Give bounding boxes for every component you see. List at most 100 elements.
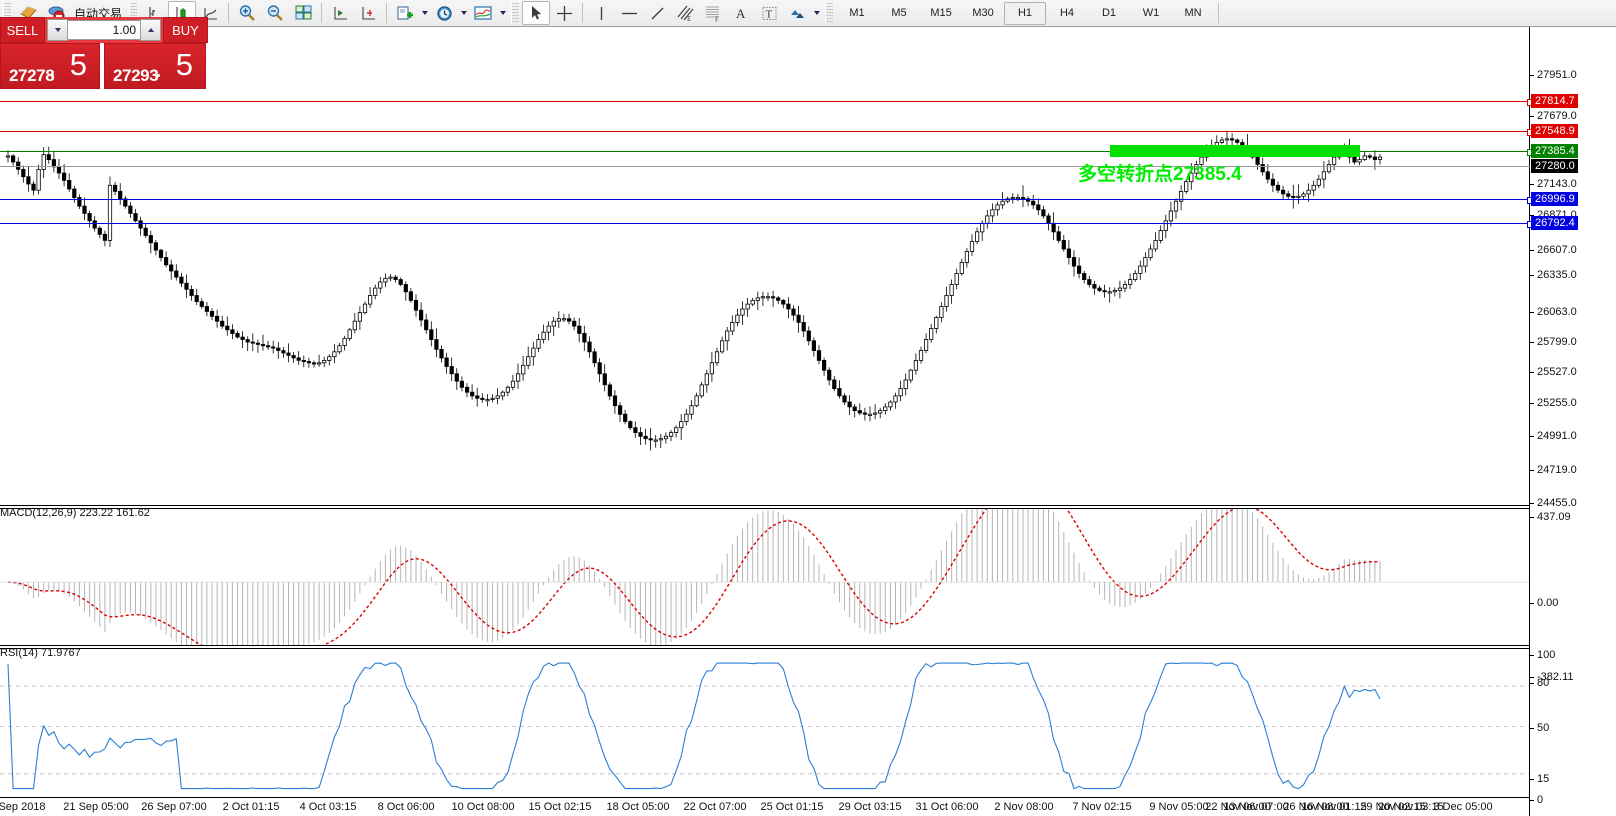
text-box-icon[interactable]: T (755, 1, 783, 25)
rsi-plot (0, 662, 1530, 790)
time-axis[interactable]: Sep 2018 21 Sep 05:00 26 Sep 07:00 2 Oct 01… (0, 797, 1530, 816)
expert-advisor-icon[interactable] (14, 1, 42, 25)
indicator-list-icon[interactable] (469, 1, 497, 25)
vertical-line-icon[interactable] (587, 1, 615, 25)
tile-windows-icon[interactable] (289, 1, 317, 25)
buy-price-fraction: 5 (175, 47, 193, 82)
last-price-line[interactable] (0, 166, 1530, 167)
trade-panel-top-row: SELL 1.00 BUY (0, 17, 208, 43)
price-scale[interactable]: 27951.0 27679.0 27143.0 26871.0 26607.0 26335… (1529, 27, 1616, 816)
one-click-trading-panel[interactable]: SELL 1.00 BUY 27278 . 5 27293 . 5 (0, 17, 208, 89)
new-order-dropdown-icon[interactable] (419, 2, 430, 24)
volume-control[interactable]: 1.00 (45, 17, 163, 43)
timeframe-h1[interactable]: H1 (1004, 1, 1047, 25)
macd-scale-tick: -382.11 (1530, 671, 1574, 683)
pivot-annotation-text[interactable]: 多空转折点27385.4 (1078, 164, 1242, 185)
shapes-dropdown-icon[interactable] (811, 2, 822, 24)
macd-scale-tick: 437.09 (1530, 511, 1571, 523)
zoom-in-icon[interactable] (233, 1, 261, 25)
toolbar-separator-2 (321, 3, 323, 23)
sell-button[interactable]: SELL (0, 17, 45, 43)
time-axis-label: 22 Oct 07:00 (683, 801, 747, 813)
sell-price-dot: . (49, 60, 55, 82)
rsi-title: RSI(14) 71.9767 (0, 647, 81, 659)
time-axis-label: 2 Oct 01:15 (222, 801, 280, 813)
main-toolbar: 自动交易 (0, 0, 1616, 27)
resistance-line[interactable] (0, 129, 1534, 136)
price-tick: 27143.0 (1530, 178, 1577, 190)
cursor-icon[interactable] (522, 1, 551, 25)
price-tick: 26063.0 (1530, 306, 1577, 318)
time-axis-label: 21 Sep 05:00 (63, 801, 129, 813)
support-line[interactable] (0, 197, 1534, 204)
toolbar-separator-3 (386, 3, 388, 23)
time-axis-label: 4 Oct 03:15 (299, 801, 357, 813)
timeframe-mn[interactable]: MN (1184, 7, 1202, 19)
shift-to-start-icon[interactable] (326, 1, 354, 25)
buy-price-dot: . (155, 60, 161, 82)
price-level-label[interactable]: 26792.4 (1531, 216, 1578, 230)
trendline-icon[interactable] (643, 1, 671, 25)
fibonacci-icon[interactable]: F (699, 1, 727, 25)
sell-price-integer: 27278 (9, 66, 55, 85)
time-axis-label: Sep 2018 (0, 801, 46, 813)
rsi-scale-tick: 80 (1530, 677, 1549, 689)
time-axis-label: 29 Nov 02:15 (1360, 801, 1426, 813)
new-order-icon[interactable] (391, 1, 419, 25)
volume-input[interactable]: 1.00 (68, 20, 140, 40)
shift-end-icon[interactable] (354, 1, 382, 25)
pane-separator-2b (0, 648, 1616, 649)
indicator-dropdown-icon[interactable] (497, 2, 508, 24)
price-pane[interactable]: 多空转折点27385.4 (0, 27, 1534, 505)
crosshair-icon[interactable] (550, 1, 578, 25)
macd-scale-tick: 0.00 (1530, 597, 1558, 609)
horizontal-line-icon[interactable] (615, 1, 643, 25)
timeframe-m1[interactable]: M1 (849, 7, 865, 19)
period-dropdown-icon[interactable] (458, 2, 469, 24)
toolbar-separator-4 (582, 3, 584, 23)
volume-decrease-button[interactable] (47, 19, 68, 41)
price-tick: 26335.0 (1530, 269, 1577, 281)
rsi-pane[interactable]: RSI(14) 71.9767 (0, 647, 1530, 798)
price-level-label[interactable]: 27814.7 (1531, 94, 1578, 108)
time-axis-label: 31 Oct 06:00 (915, 801, 979, 813)
equidistant-channel-icon[interactable]: E (671, 1, 699, 25)
svg-text:T: T (765, 8, 772, 20)
time-axis-label: 22 Nov 06:00 (1205, 801, 1271, 813)
period-clock-icon[interactable] (430, 1, 458, 25)
toolbar-grip-2[interactable] (129, 3, 138, 23)
price-level-label[interactable]: 27548.9 (1531, 124, 1578, 138)
buy-price-integer: 27293 (113, 66, 159, 85)
timeframe-d1[interactable]: D1 (1101, 7, 1117, 19)
macd-pane[interactable]: MACD(12,26,9) 223.22 161.62 (0, 507, 1530, 645)
buy-button[interactable]: BUY (163, 17, 208, 43)
volume-increase-button[interactable] (140, 19, 161, 41)
toolbar-grip-3[interactable] (511, 3, 520, 23)
resistance-line[interactable] (0, 99, 1534, 106)
timeframe-m5[interactable]: M5 (891, 7, 907, 19)
price-level-label[interactable]: 27280.0 (1531, 159, 1578, 173)
rsi-scale-tick: 100 (1530, 649, 1555, 661)
toolbar-grip[interactable] (3, 3, 11, 23)
sell-price-button[interactable]: 27278 . 5 (0, 43, 100, 89)
text-label-icon[interactable]: A (727, 1, 755, 25)
price-level-label[interactable]: 26996.9 (1531, 192, 1578, 206)
price-tick: 27951.0 (1530, 69, 1577, 81)
price-tick: 25799.0 (1530, 336, 1577, 348)
timeframe-h4[interactable]: H4 (1059, 7, 1075, 19)
price-tick: 25527.0 (1530, 366, 1577, 378)
chart-canvas[interactable]: HK50-,H1 27205.5 27281.0 27190.5 27280.0… (0, 27, 1616, 816)
rsi-scale-tick: 50 (1530, 722, 1549, 734)
price-tick: 27679.0 (1530, 110, 1577, 122)
pivot-zone-rectangle[interactable] (1110, 145, 1360, 157)
timeframe-w1[interactable]: W1 (1142, 7, 1160, 19)
zoom-out-icon[interactable] (261, 1, 289, 25)
timeframe-m30[interactable]: M30 (972, 7, 994, 19)
support-line[interactable] (0, 221, 1534, 228)
timeframe-m15[interactable]: M15 (930, 7, 952, 19)
buy-price-button[interactable]: 27293 . 5 (104, 43, 206, 89)
shapes-icon[interactable] (783, 1, 811, 25)
toolbar-grip-4[interactable] (825, 3, 834, 23)
price-level-label[interactable]: 27385.4 (1531, 144, 1578, 158)
